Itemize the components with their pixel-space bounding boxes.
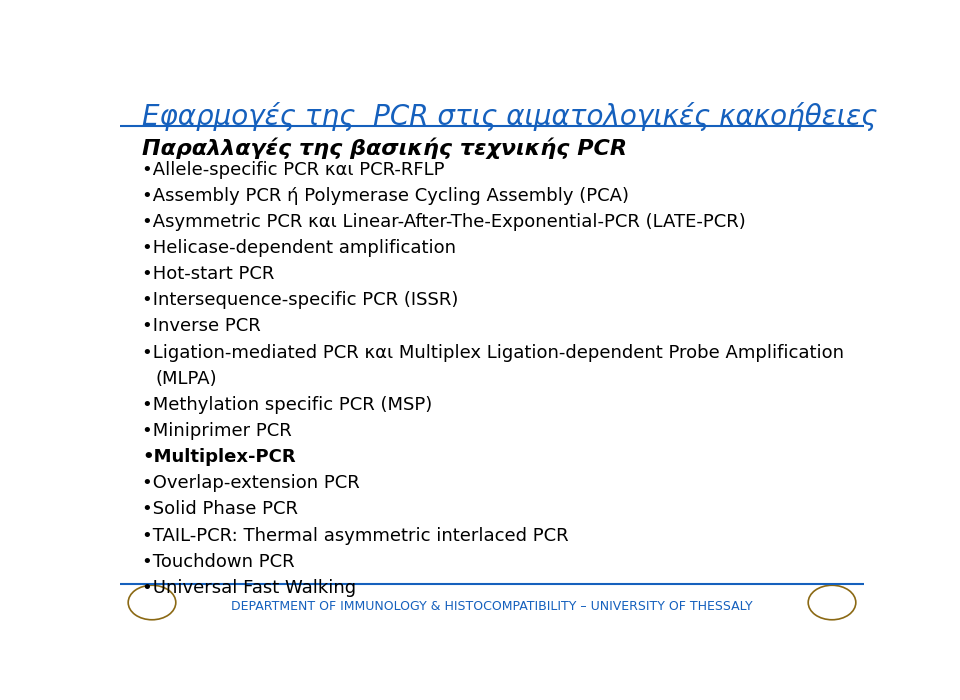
Text: Παραλλαγές της βασικής τεχνικής PCR: Παραλλαγές της βασικής τεχνικής PCR xyxy=(142,138,627,160)
Text: •Intersequence-specific PCR (ISSR): •Intersequence-specific PCR (ISSR) xyxy=(142,291,459,309)
Text: •Allele-specific PCR και PCR-RFLP: •Allele-specific PCR και PCR-RFLP xyxy=(142,160,444,178)
Text: •Ligation-mediated PCR και Multiplex Ligation-dependent Probe Amplification: •Ligation-mediated PCR και Multiplex Lig… xyxy=(142,344,845,361)
Text: DEPARTMENT OF IMMUNOLOGY & HISTOCOMPATIBILITY – UNIVERSITY OF THESSALY: DEPARTMENT OF IMMUNOLOGY & HISTOCOMPATIB… xyxy=(231,601,753,613)
Text: •Solid Phase PCR: •Solid Phase PCR xyxy=(142,500,299,519)
Text: •Assembly PCR ή Polymerase Cycling Assembly (PCA): •Assembly PCR ή Polymerase Cycling Assem… xyxy=(142,187,630,204)
Text: •Helicase-dependent amplification: •Helicase-dependent amplification xyxy=(142,239,456,257)
Text: •Touchdown PCR: •Touchdown PCR xyxy=(142,553,295,570)
Text: •Multiplex-PCR: •Multiplex-PCR xyxy=(142,448,296,466)
Text: •Hot-start PCR: •Hot-start PCR xyxy=(142,265,275,283)
Text: •Miniprimer PCR: •Miniprimer PCR xyxy=(142,422,292,440)
Text: •Inverse PCR: •Inverse PCR xyxy=(142,317,261,335)
Text: (MLPA): (MLPA) xyxy=(156,370,217,388)
Text: •Overlap-extension PCR: •Overlap-extension PCR xyxy=(142,474,360,492)
Text: •Methylation specific PCR (MSP): •Methylation specific PCR (MSP) xyxy=(142,395,433,414)
Text: •Universal Fast Walking: •Universal Fast Walking xyxy=(142,579,356,597)
Text: •TAIL-PCR: Thermal asymmetric interlaced PCR: •TAIL-PCR: Thermal asymmetric interlaced… xyxy=(142,526,569,545)
Text: •Asymmetric PCR και Linear-After-The-Exponential-PCR (LATE-PCR): •Asymmetric PCR και Linear-After-The-Exp… xyxy=(142,213,746,231)
Text: Εφαρμογές της  PCR στις αιματολογικές κακοήθειες: Εφαρμογές της PCR στις αιματολογικές κακ… xyxy=(142,102,877,131)
